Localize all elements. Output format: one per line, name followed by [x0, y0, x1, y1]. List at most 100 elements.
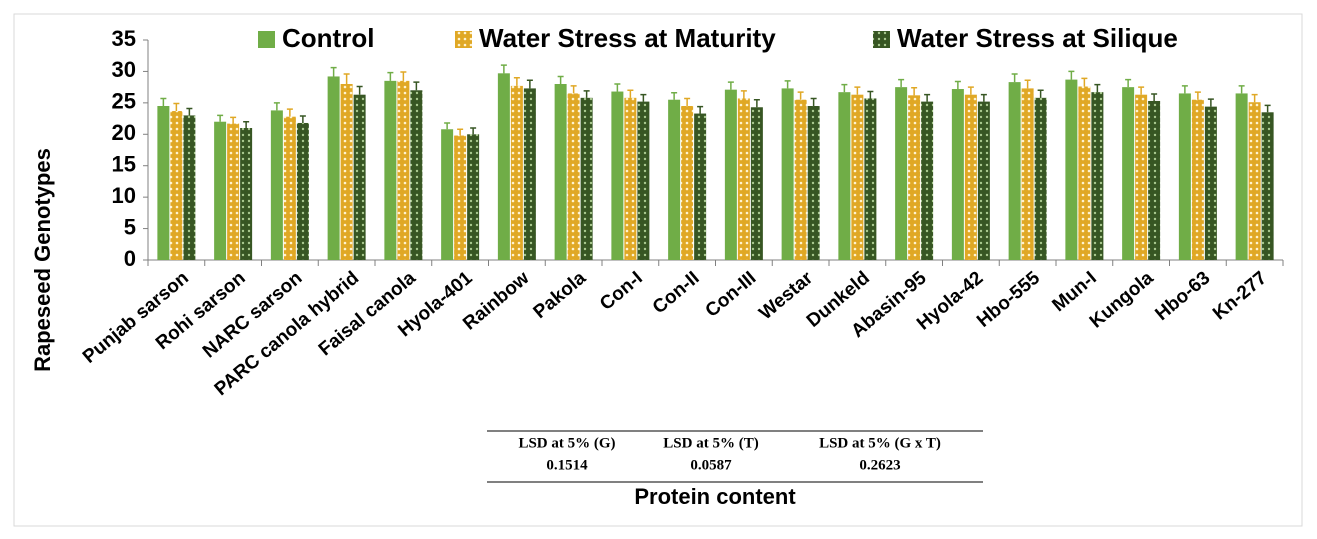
bar	[554, 84, 567, 260]
error-bar	[727, 81, 734, 90]
error-bar	[356, 85, 363, 95]
x-tick-label: Kungola	[1086, 267, 1158, 332]
bar	[807, 106, 820, 260]
bar	[397, 80, 410, 260]
error-bar	[797, 91, 804, 100]
error-bar	[1251, 93, 1258, 103]
bar	[951, 89, 964, 261]
bar	[1122, 87, 1135, 261]
error-bar	[967, 86, 974, 95]
y-tick-label: 5	[124, 214, 136, 239]
chart-border	[13, 13, 1303, 527]
error-bar	[684, 97, 691, 106]
bar	[851, 94, 864, 260]
error-bar	[557, 75, 564, 84]
error-bar	[500, 64, 507, 74]
bar	[227, 123, 240, 260]
bar	[794, 99, 807, 260]
y-tick-label: 0	[124, 246, 136, 271]
bar	[1191, 99, 1204, 260]
legend-swatch	[873, 31, 890, 48]
error-bar	[387, 71, 394, 81]
error-bar	[898, 78, 905, 88]
table-header: LSD at 5% (G)	[518, 435, 615, 451]
bar	[1248, 102, 1261, 260]
error-bar	[614, 83, 621, 92]
bar	[895, 87, 908, 261]
bar	[908, 95, 921, 260]
error-bar	[1081, 77, 1088, 87]
error-bar	[457, 128, 464, 136]
y-tick-label: 25	[112, 89, 136, 114]
error-bar	[1068, 70, 1075, 80]
bar	[750, 107, 763, 260]
error-bar	[1138, 86, 1145, 95]
bar	[1008, 82, 1021, 260]
error-bar	[1037, 89, 1044, 98]
bar	[1178, 93, 1191, 260]
error-bar	[753, 98, 760, 108]
error-bar	[570, 85, 577, 94]
bar	[580, 97, 593, 260]
table-header: LSD at 5% (T)	[663, 435, 758, 451]
error-bar	[444, 122, 451, 130]
bar	[1135, 94, 1148, 260]
error-bar	[1181, 85, 1188, 94]
bar	[838, 92, 851, 261]
bar	[1078, 86, 1091, 260]
bar	[327, 76, 340, 260]
error-bar	[1264, 104, 1271, 113]
error-bar	[1011, 73, 1018, 83]
bar	[270, 110, 283, 261]
error-bar	[1194, 91, 1201, 100]
x-tick-label: Pakola	[530, 267, 591, 323]
y-tick-label: 15	[112, 152, 136, 177]
bar	[454, 135, 467, 260]
x-tick-label: Mun-I	[1049, 268, 1101, 317]
bar	[1065, 79, 1078, 260]
error-bar	[924, 93, 931, 102]
bar	[510, 85, 523, 260]
bar	[410, 90, 423, 261]
x-tick-label: Hbo-63	[1151, 268, 1214, 325]
legend-swatch	[258, 31, 275, 48]
error-bar	[526, 79, 533, 89]
legend-swatch	[455, 31, 472, 48]
bar	[977, 101, 990, 260]
x-tick-label: Con-II	[649, 268, 704, 319]
x-tick-label: Kn-277	[1209, 268, 1271, 325]
error-bar	[740, 90, 747, 99]
table-value: 0.0587	[690, 457, 732, 473]
error-bar	[810, 97, 817, 106]
bar	[214, 121, 227, 260]
bar	[921, 101, 934, 260]
error-bar	[1238, 85, 1245, 94]
bar	[296, 122, 309, 260]
bar	[694, 113, 707, 261]
bar	[864, 98, 877, 260]
error-bar	[954, 80, 961, 90]
error-bar	[400, 71, 407, 81]
table-value: 0.1514	[546, 457, 588, 473]
error-bar	[273, 102, 280, 111]
x-tick-label: Hbo-555	[973, 267, 1044, 332]
bar	[1261, 112, 1274, 261]
error-bar	[286, 108, 293, 117]
bar	[497, 73, 510, 260]
x-tick-label: Con-III	[702, 268, 761, 322]
error-bar	[217, 114, 224, 122]
bar	[781, 88, 794, 261]
error-bar	[230, 116, 237, 124]
y-tick-label: 30	[112, 57, 136, 82]
error-bar	[343, 73, 350, 84]
bar	[637, 101, 650, 260]
bar	[183, 115, 196, 260]
bar	[1034, 97, 1047, 260]
error-bar	[330, 66, 337, 77]
error-bar	[841, 83, 848, 93]
legend-label: Water Stress at Maturity	[479, 23, 776, 53]
bar	[681, 106, 694, 260]
error-bar	[186, 107, 193, 116]
table-header: LSD at 5% (G x T)	[819, 435, 941, 451]
